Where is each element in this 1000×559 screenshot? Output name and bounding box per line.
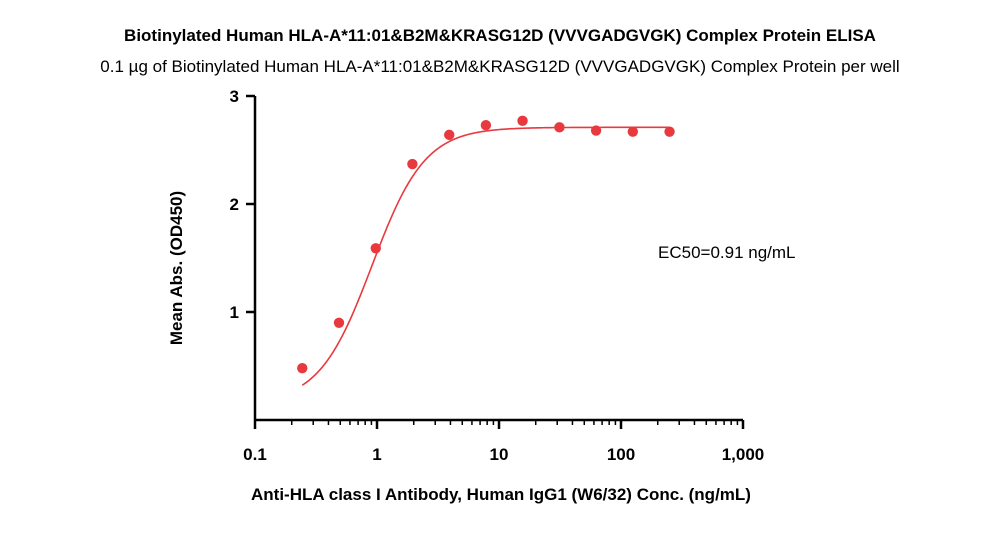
fit-curve-layer xyxy=(301,126,670,386)
data-point xyxy=(407,158,418,170)
axes xyxy=(246,94,745,429)
labels-layer: 0.1 1 10 100 1,000 1 2 3 Anti-HLA class I Antibo… xyxy=(167,87,796,504)
data-points-layer xyxy=(297,115,675,374)
x-tick-label: 1,000 xyxy=(722,445,765,464)
data-point xyxy=(627,126,639,137)
fit-curve xyxy=(301,126,670,386)
x-tick-label: 1 xyxy=(372,445,381,464)
data-point xyxy=(554,122,565,133)
y-tick-label: 1 xyxy=(230,303,239,322)
ec50-annotation: EC50=0.91 ng/mL xyxy=(658,243,796,262)
data-point xyxy=(444,129,455,141)
chart-subtitle: 0.1 µg of Biotinylated Human HLA-A*11:01… xyxy=(100,57,900,76)
data-point xyxy=(370,243,381,254)
y-tick-label: 3 xyxy=(230,87,239,106)
data-point xyxy=(517,115,528,127)
y-axis-title: Mean Abs. (OD450) xyxy=(167,191,186,345)
chart-title: Biotinylated Human HLA-A*11:01&B2M&KRASG… xyxy=(124,26,876,45)
x-axis-title: Anti-HLA class I Antibody, Human IgG1 (W… xyxy=(251,485,751,504)
x-tick-label: 10 xyxy=(490,445,509,464)
x-tick-label: 0.1 xyxy=(243,445,267,464)
data-point xyxy=(297,362,308,374)
y-tick-label: 2 xyxy=(230,195,239,214)
x-tick-label: 100 xyxy=(607,445,635,464)
data-point xyxy=(590,125,602,136)
data-point xyxy=(480,119,492,131)
data-point xyxy=(333,317,345,328)
data-point xyxy=(664,126,675,137)
